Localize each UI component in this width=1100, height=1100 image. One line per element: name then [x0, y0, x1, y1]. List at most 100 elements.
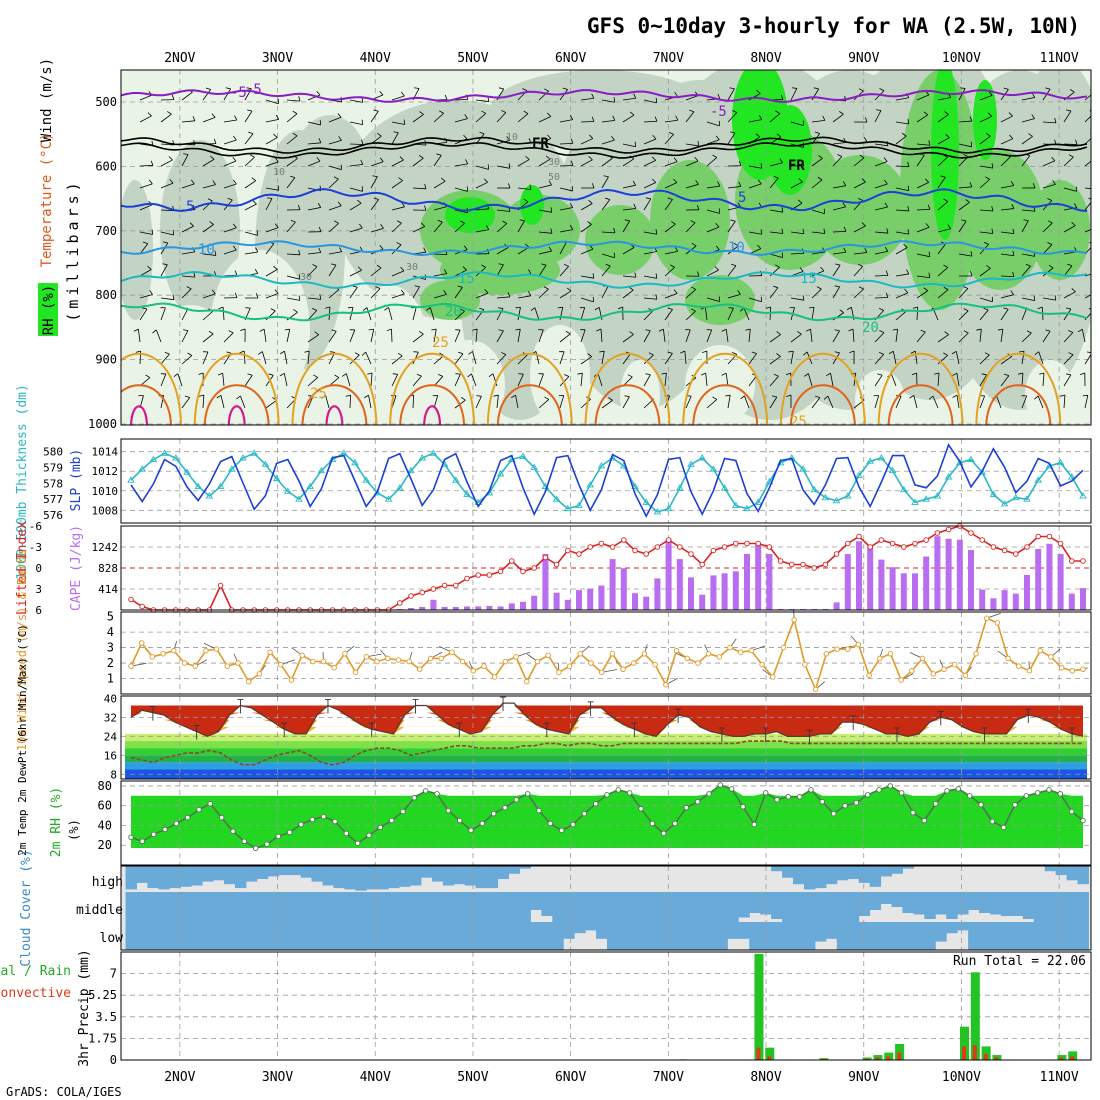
- cloud-cover-middle: [803, 892, 816, 922]
- wind-barb-flag: [426, 307, 431, 311]
- wind-barb: [1084, 187, 1091, 190]
- cloud-cover-low: [814, 922, 827, 942]
- wind-barb: [454, 329, 461, 343]
- cloud-cover-high: [245, 866, 258, 882]
- cloud-cover-middle: [431, 892, 444, 922]
- wind-barb-flag: [522, 88, 528, 91]
- cloud-cover-high: [891, 866, 903, 874]
- wind-barb-flag: [437, 219, 443, 223]
- wind-barb: [580, 224, 592, 233]
- wind-barb: [706, 185, 720, 189]
- temp-ylabel: 2m Temp 2m DewPt (6hr Min/Max) (°C): [16, 624, 29, 856]
- wind-speed-line-point: [1005, 655, 1011, 662]
- wind-barb-flag: [712, 396, 717, 400]
- wind-barb-flag: [1093, 288, 1097, 291]
- wind-barb-flag: [907, 185, 910, 191]
- wind-barb-flag: [970, 141, 973, 147]
- wind-barb: [601, 231, 615, 234]
- wind-barb: [307, 121, 321, 126]
- cloud-cover-low: [442, 922, 455, 950]
- wind-barb-flag: [498, 87, 504, 90]
- cloud-cover-middle: [289, 892, 302, 922]
- wind-barb-flag: [865, 117, 868, 123]
- wind-barb: [391, 244, 402, 255]
- wind-barb-flag: [547, 112, 552, 117]
- thickness-line-point: [575, 501, 583, 509]
- wind-barb: [790, 181, 803, 189]
- wind-speed-line-point: [802, 661, 808, 668]
- cape-bar: [755, 543, 762, 610]
- wind-barb-flag: [985, 176, 990, 180]
- wind-barb: [706, 269, 719, 277]
- wind-barb-flag: [1034, 395, 1039, 400]
- cloud-cover-low: [300, 922, 313, 950]
- lifted-index-line-point: [1069, 558, 1075, 564]
- wind-barb: [286, 158, 298, 167]
- thickness-line-point: [676, 484, 684, 491]
- wind-barb-flag: [225, 87, 231, 90]
- wind-barb-flag: [361, 119, 364, 125]
- wind-barb: [580, 121, 595, 123]
- wind-barb-flag: [781, 228, 784, 234]
- wind-barb: [139, 308, 148, 321]
- cloud-cover-low: [782, 922, 794, 950]
- wind-barb: [1000, 308, 1009, 321]
- lifted-index-line-point: [800, 561, 806, 568]
- wind-barb: [1021, 297, 1035, 302]
- wind-speed-line-point: [919, 655, 926, 662]
- wind-barb: [955, 351, 960, 365]
- wind-barb-flag: [213, 138, 217, 144]
- wind-barb-flag: [508, 163, 511, 169]
- wind-barb-flag: [1052, 180, 1056, 185]
- cloud-cover-middle: [1044, 892, 1057, 922]
- wind-barb-flag: [970, 251, 973, 257]
- rh-line-point: [354, 840, 361, 847]
- wind-speed-line-point: [673, 647, 680, 654]
- wind-barb-flag: [737, 202, 741, 208]
- wind-barb-flag: [745, 328, 751, 331]
- cloud-cover-middle: [486, 892, 499, 922]
- cloud-cover-middle: [607, 892, 619, 922]
- thickness-line-point: [519, 452, 527, 459]
- wind-barb: [496, 264, 504, 277]
- precip-tick-label: 1.75: [88, 1031, 117, 1045]
- wind-barb: [1000, 294, 1014, 299]
- wind-barb: [979, 267, 991, 277]
- wind-barb-flag: [249, 154, 255, 158]
- wind-barb-flag: [1066, 109, 1072, 112]
- wind-barb: [580, 398, 591, 409]
- wind-barb: [325, 395, 330, 409]
- wind-barb: [181, 355, 193, 365]
- upper-panel-frame: [120, 69, 1092, 426]
- precip-convective-bar: [972, 1045, 977, 1060]
- wind-barb: [328, 140, 342, 145]
- slp-tick-label: 1014: [92, 446, 119, 459]
- wind-barb-flag: [773, 373, 779, 377]
- wind-barb-flag: [740, 395, 745, 400]
- wind-barb-flag: [963, 330, 969, 334]
- wind-barb-flag: [173, 373, 179, 378]
- wind-barb: [475, 181, 488, 189]
- temp-contour-freezing: [121, 136, 1088, 154]
- contour-label: 10: [728, 240, 745, 256]
- wind-barb: [181, 183, 195, 189]
- wind-barb: [181, 330, 189, 343]
- wind-barb-flag: [987, 112, 992, 117]
- precip-total-bar: [895, 1043, 905, 1060]
- cloud-cover-high: [278, 866, 291, 876]
- rh-labels: 2m RH (%): [49, 787, 64, 857]
- wind-barb-flag: [928, 140, 931, 146]
- wind-speed-line-point: [973, 651, 979, 657]
- cloud-cover-low: [1000, 922, 1013, 950]
- date-label-bottom: 10NOV: [942, 1070, 981, 1085]
- cloud-cover-low: [836, 922, 849, 950]
- wind-speed-line-point: [887, 651, 894, 657]
- rh-line-point: [286, 829, 293, 836]
- wind-barb: [895, 187, 909, 191]
- wind-barb-flag: [547, 134, 552, 139]
- wind-barb-flag: [217, 372, 223, 376]
- wind-barb-flag: [1039, 372, 1045, 375]
- wind-barb: [433, 273, 447, 277]
- wind-barb: [433, 329, 437, 343]
- wind-barb-flag: [360, 159, 364, 165]
